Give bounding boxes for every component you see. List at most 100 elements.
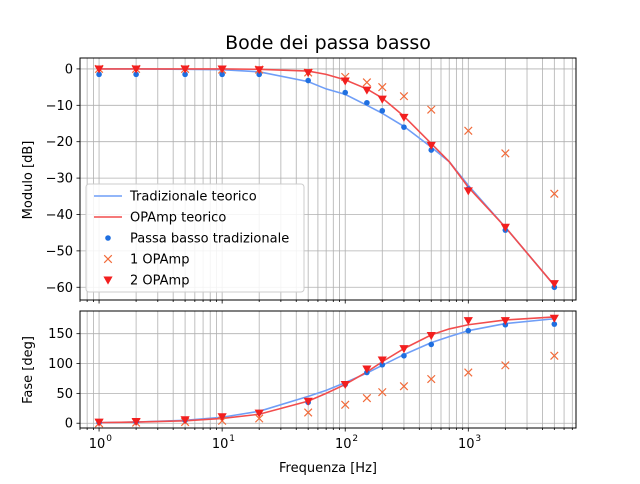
mag-point-2-opamp	[399, 113, 409, 122]
x-axis-label: Frequenza [Hz]	[279, 461, 377, 476]
phase-point-1-opamp	[254, 414, 264, 423]
mag-point-passa-basso-tradizionale	[219, 71, 225, 78]
phase-point-2-opamp	[340, 380, 350, 390]
phase-series-tradizionale-teorico	[99, 317, 555, 424]
legend-label-opamp-teorico: OPAmp teorico	[130, 211, 226, 226]
mag-point-passa-basso-tradizionale	[256, 71, 262, 78]
mag-point-1-opamp	[378, 82, 387, 92]
legend-label-1-opamp: 1 OPAmp	[130, 253, 189, 268]
mag-y-tick-label: −60	[46, 281, 73, 296]
mag-point-passa-basso-tradizionale	[305, 77, 311, 84]
phase-point-passa-basso-tradizionale	[379, 361, 386, 368]
mag-point-2-opamp	[377, 95, 387, 104]
phase-point-1-opamp	[378, 387, 387, 397]
legend-label-passa-basso-tradizionale: Passa basso tradizionale	[130, 232, 289, 247]
mag-y-tick-label: −10	[46, 99, 73, 114]
phase-point-2-opamp	[362, 365, 372, 374]
phase-point-2-opamp	[254, 409, 264, 418]
phase-point-passa-basso-tradizionale	[551, 321, 558, 327]
mag-point-passa-basso-tradizionale	[428, 147, 435, 153]
phase-point-2-opamp	[131, 417, 141, 427]
mag-axes-frame	[79, 57, 577, 301]
mag-point-2-opamp	[340, 77, 350, 86]
phase-x-tick-exponent: 1	[229, 434, 235, 444]
phase-point-2-opamp	[94, 418, 104, 427]
mag-point-2-opamp	[180, 65, 190, 74]
mag-point-2-opamp	[303, 69, 313, 78]
mag-point-passa-basso-tradizionale	[379, 107, 386, 114]
mag-point-2-opamp	[362, 86, 372, 95]
mag-point-passa-basso-tradizionale	[182, 71, 188, 78]
phase-point-2-opamp	[180, 416, 190, 425]
phase-x-tick-label: 10	[212, 437, 229, 452]
phase-point-2-opamp	[549, 314, 559, 323]
mag-y-tick-label: 0	[65, 62, 73, 77]
legend-label-tradizionale-teorico: Tradizionale teorico	[129, 190, 257, 205]
mag-point-1-opamp	[427, 105, 436, 114]
phase-y-tick-label: 50	[56, 387, 73, 402]
phase-y-tick-label: 100	[48, 357, 73, 372]
mag-point-2-opamp	[254, 66, 264, 75]
phase-point-1-opamp	[340, 400, 350, 409]
phase-x-tick-exponent: 2	[352, 434, 358, 444]
phase-y-tick-label: 150	[48, 327, 73, 342]
phase-point-2-opamp	[377, 356, 387, 365]
mag-y-tick-label: −30	[46, 172, 73, 187]
phase-point-1-opamp	[427, 374, 436, 384]
phase-x-tick-label: 10	[89, 437, 106, 452]
mag-series-opamp-teorico	[99, 68, 555, 286]
phase-point-passa-basso-tradizionale	[465, 327, 472, 334]
phase-x-tick-label: 10	[335, 437, 352, 452]
mag-point-passa-basso-tradizionale	[342, 89, 349, 96]
phase-y-tick-label: 0	[65, 417, 73, 432]
phase-point-2-opamp	[399, 345, 409, 354]
mag-point-passa-basso-tradizionale	[96, 71, 102, 78]
legend-label-2-opamp: 2 OPAmp	[130, 274, 189, 289]
mag-point-2-opamp	[426, 141, 436, 150]
mag-y-tick-label: −40	[46, 208, 73, 223]
mag-point-1-opamp	[399, 91, 409, 101]
mag-point-passa-basso-tradizionale	[364, 99, 370, 106]
mag-point-2-opamp	[500, 223, 510, 232]
mag-point-passa-basso-tradizionale	[401, 124, 407, 130]
phase-x-tick-exponent: 3	[475, 434, 481, 444]
y-axis-label-modulo: Modulo [dB]	[21, 141, 36, 220]
mag-point-1-opamp	[362, 78, 372, 87]
legend-swatch-2-opamp	[103, 276, 113, 285]
legend: Tradizionale teorico OPAmp teorico Passa b…	[85, 183, 305, 293]
phase-point-2-opamp	[500, 317, 510, 326]
mag-point-2-opamp	[131, 65, 141, 74]
legend-swatch-passa-basso-tradizionale	[105, 235, 111, 241]
mag-point-1-opamp	[464, 126, 473, 136]
mag-point-2-opamp	[217, 65, 227, 74]
phase-point-1-opamp	[550, 351, 559, 360]
phase-point-1-opamp	[303, 408, 313, 417]
phase-axes-frame	[79, 310, 577, 429]
mag-point-1-opamp	[550, 189, 559, 198]
phase-point-2-opamp	[217, 413, 227, 422]
phase-x-tick-label: 10	[458, 437, 475, 452]
y-axis-label-fase: Fase [deg]	[21, 336, 36, 404]
legend-swatch-1-opamp	[103, 254, 113, 264]
phase-point-2-opamp	[463, 317, 473, 326]
phase-point-passa-basso-tradizionale	[401, 352, 407, 359]
phase-point-1-opamp	[362, 393, 372, 403]
mag-y-tick-label: −50	[46, 244, 73, 259]
phase-point-1-opamp	[501, 361, 510, 370]
chart-title: Bode dei passa basso	[225, 32, 431, 54]
legend-box	[85, 183, 305, 293]
phase-point-1-opamp	[464, 368, 473, 377]
phase-point-1-opamp	[399, 381, 409, 391]
phase-x-tick-exponent: 0	[106, 434, 112, 444]
phase-point-passa-basso-tradizionale	[428, 341, 435, 348]
phase-series-opamp-teorico	[99, 316, 555, 424]
mag-point-passa-basso-tradizionale	[133, 71, 139, 78]
mag-point-2-opamp	[463, 187, 473, 196]
phase-point-2-opamp	[303, 397, 313, 406]
mag-point-2-opamp	[94, 65, 104, 74]
mag-y-tick-label: −20	[46, 135, 73, 150]
mag-point-2-opamp	[549, 280, 559, 289]
